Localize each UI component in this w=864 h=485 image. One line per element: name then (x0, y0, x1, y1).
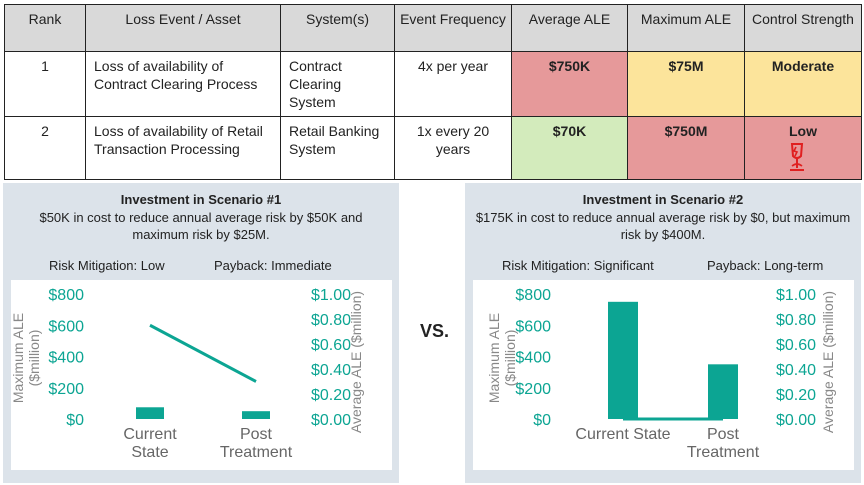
rank-cell: 1 (4, 51, 86, 117)
left-axis-tick-label: $400 (48, 350, 84, 367)
frequency-cell: 1x every 20 years (394, 116, 512, 180)
scenario-1-plot-area: $0 $200 $400 $600 $800 $0.00 $0.20 $0.40 $0.60 $0… (11, 280, 392, 470)
risk-table: Rank Loss Event / Asset System(s) Event … (4, 4, 862, 180)
scenario-2-payback: Payback: Long-term (707, 258, 824, 273)
scenario-1-risk-mitigation: Risk Mitigation: Low (49, 258, 165, 273)
x-axis-tick-label: Post Treatment (687, 426, 760, 461)
left-axis-tick-label: $800 (515, 287, 551, 304)
average-ale-line (149, 323, 257, 383)
left-axis-tick-label: $0 (533, 412, 551, 429)
header-average-ale: Average ALE (511, 4, 628, 52)
left-axis-tick-label: $200 (515, 381, 551, 398)
left-axis-tick-label: $600 (48, 318, 84, 335)
left-axis-tick-label: $400 (515, 350, 551, 367)
rank-cell: 2 (4, 116, 86, 180)
maximum-ale-cell: $75M (627, 51, 745, 117)
scenario-2-panel: Investment in Scenario #2 $175K in cost … (465, 183, 861, 483)
system-cell: Contract Clearing System (280, 51, 395, 117)
right-axis-tick-label: $0.00 (311, 412, 351, 429)
right-axis-tick-label: $1.00 (311, 287, 351, 304)
left-axis-tick-label: $200 (48, 381, 84, 398)
x-axis-tick-label: Current State (575, 426, 670, 443)
left-axis-label: Maximum ALE($million) (486, 313, 518, 403)
right-axis-tick-label: $0.80 (776, 312, 816, 329)
header-event-frequency: Event Frequency (394, 4, 512, 52)
fire-icon (790, 143, 804, 171)
header-maximum-ale: Maximum ALE (627, 4, 745, 52)
system-cell: Retail Banking System (280, 116, 395, 180)
right-axis-tick-label: $0.60 (776, 337, 816, 354)
vs-label: VS. (420, 321, 450, 341)
right-axis-tick-label: $0.60 (311, 337, 351, 354)
event-cell: Loss of availability of Retail Transacti… (85, 116, 281, 180)
average-ale-cell: $750K (511, 51, 628, 117)
bar (708, 364, 738, 419)
scenario-1-panel: Investment in Scenario #1 $50K in cost t… (3, 183, 399, 483)
left-axis-label: Maximum ALE($million) (11, 313, 42, 403)
scenario-1-payback: Payback: Immediate (214, 258, 332, 273)
bar (608, 301, 638, 419)
maximum-ale-cell: $750M (627, 116, 745, 180)
right-axis-tick-label: $0.80 (311, 312, 351, 329)
right-axis-tick-label: $0.20 (776, 387, 816, 404)
left-axis-tick-label: $600 (515, 318, 551, 335)
x-axis-tick-label: Post Treatment (220, 426, 293, 461)
x-axis-tick-label: Current State (123, 426, 177, 461)
scenario-2-risk-mitigation: Risk Mitigation: Significant (502, 258, 654, 273)
scenario-2-chart: $0 $200 $400 $600 $800 $0.00 $0.20 $0.40 $0.60 $0… (486, 287, 836, 461)
bar (242, 411, 270, 419)
left-axis-tick-label: $800 (48, 287, 84, 304)
bar (136, 407, 164, 419)
header-systems: System(s) (280, 4, 395, 52)
event-cell: Loss of availability of Contract Clearin… (85, 51, 281, 117)
frequency-cell: 4x per year (394, 51, 512, 117)
scenario-2-plot-area: $0 $200 $400 $600 $800 $0.00 $0.20 $0.40 $0.60 $0… (473, 280, 854, 470)
header-rank: Rank (4, 4, 86, 52)
header-control-strength: Control Strength (744, 4, 862, 52)
right-axis-label: Average ALE ($million) (348, 291, 364, 433)
scenario-2-description: $175K in cost to reduce annual average r… (475, 210, 851, 242)
table-header-row: Rank Loss Event / Asset System(s) Event … (4, 4, 862, 52)
control-strength-cell: Moderate (744, 51, 862, 117)
left-axis-tick-label: $0 (66, 412, 84, 429)
right-axis-label: Average ALE ($million) (820, 291, 836, 433)
scenario-1-description: $50K in cost to reduce annual average ri… (39, 210, 363, 242)
scenario-1-chart: $0 $200 $400 $600 $800 $0.00 $0.20 $0.40 $0.60 $0… (11, 287, 364, 461)
table-row: 2 Loss of availability of Retail Transac… (4, 116, 862, 180)
scenario-2-title: Investment in Scenario #2 (582, 192, 744, 207)
right-axis-tick-label: $0.40 (776, 362, 816, 379)
right-axis-tick-label: $0.00 (776, 412, 816, 429)
right-axis-tick-label: $0.20 (311, 387, 351, 404)
right-axis-tick-label: $0.40 (311, 362, 351, 379)
header-loss-event: Loss Event / Asset (85, 4, 281, 52)
scenario-1-title: Investment in Scenario #1 (120, 192, 282, 207)
table-row: 1 Loss of availability of Contract Clear… (4, 51, 862, 117)
right-axis-tick-label: $1.00 (776, 287, 816, 304)
average-ale-cell: $70K (511, 116, 628, 180)
